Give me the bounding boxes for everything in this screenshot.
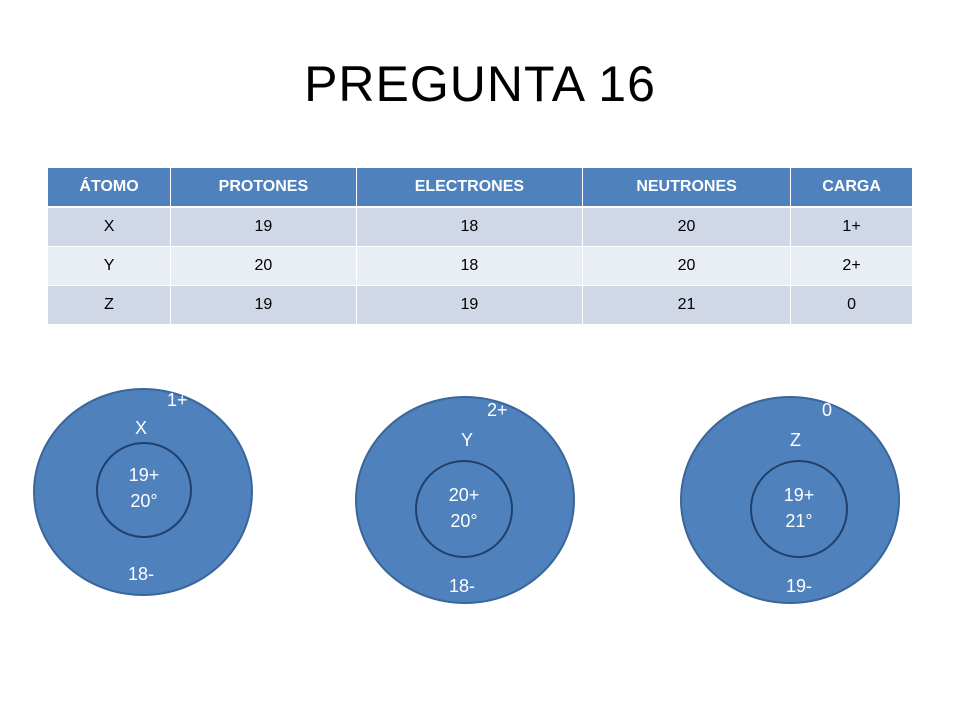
atom-charge-label: 1+ (167, 390, 188, 410)
atom-symbol-label: Z (790, 430, 801, 450)
atom-electrons-label: 18- (128, 564, 155, 584)
atom-symbol-label: Y (461, 430, 474, 450)
table-cell: Y (48, 246, 172, 286)
table-cell: 0 (790, 285, 912, 325)
nucleus-protons: 20+ (448, 485, 480, 505)
atom-electrons-label: 18- (449, 576, 476, 596)
atom-electrons-label: 19- (786, 576, 813, 596)
nucleus-protons: 19+ (783, 485, 815, 505)
table-cell: Z (48, 285, 172, 325)
table-row: Y 20 18 20 2+ (48, 246, 912, 286)
page-title: PREGUNTA 16 (304, 56, 656, 112)
table-cell: 20 (582, 246, 792, 286)
table-cell: 19 (170, 285, 357, 325)
table-cell: 18 (356, 246, 584, 286)
nucleus-neutrons: 21° (785, 511, 813, 531)
atom-nucleus: 19+ 21° (750, 460, 848, 558)
table-cell: X (48, 207, 172, 247)
atom-diagram-y: 2+ Y 20+ 20° 18- (355, 396, 575, 604)
table-cell: 2+ (790, 246, 912, 286)
header-neutrones: NEUTRONES (582, 168, 792, 208)
table-cell: 18 (356, 207, 584, 247)
table-row: X 19 18 20 1+ (48, 207, 912, 247)
table-cell: 21 (582, 285, 792, 325)
header-protones: PROTONES (170, 168, 357, 208)
atom-charge-label: 2+ (487, 400, 508, 420)
table-cell: 19 (170, 207, 357, 247)
header-atomo: ÁTOMO (48, 168, 172, 208)
table-cell: 20 (170, 246, 357, 286)
atom-diagram-x: 1+ X 19+ 20° 18- (33, 388, 253, 596)
atom-charge-label: 0 (822, 400, 833, 420)
atom-symbol-label: X (135, 418, 148, 438)
atom-nucleus: 19+ 20° (96, 442, 192, 538)
atom-diagram-z: 0 Z 19+ 21° 19- (680, 396, 900, 604)
table-cell: 19 (356, 285, 584, 325)
header-electrones: ELECTRONES (356, 168, 584, 208)
header-carga: CARGA (790, 168, 912, 208)
table-header-row: ÁTOMO PROTONES ELECTRONES NEUTRONES CARG… (48, 168, 912, 208)
table-cell: 20 (582, 207, 792, 247)
atom-nucleus: 20+ 20° (415, 460, 513, 558)
nucleus-neutrons: 20° (130, 491, 158, 511)
atom-table: ÁTOMO PROTONES ELECTRONES NEUTRONES CARG… (48, 168, 912, 325)
nucleus-neutrons: 20° (450, 511, 478, 531)
table-row: Z 19 19 21 0 (48, 285, 912, 325)
table-cell: 1+ (790, 207, 912, 247)
nucleus-protons: 19+ (128, 465, 160, 485)
